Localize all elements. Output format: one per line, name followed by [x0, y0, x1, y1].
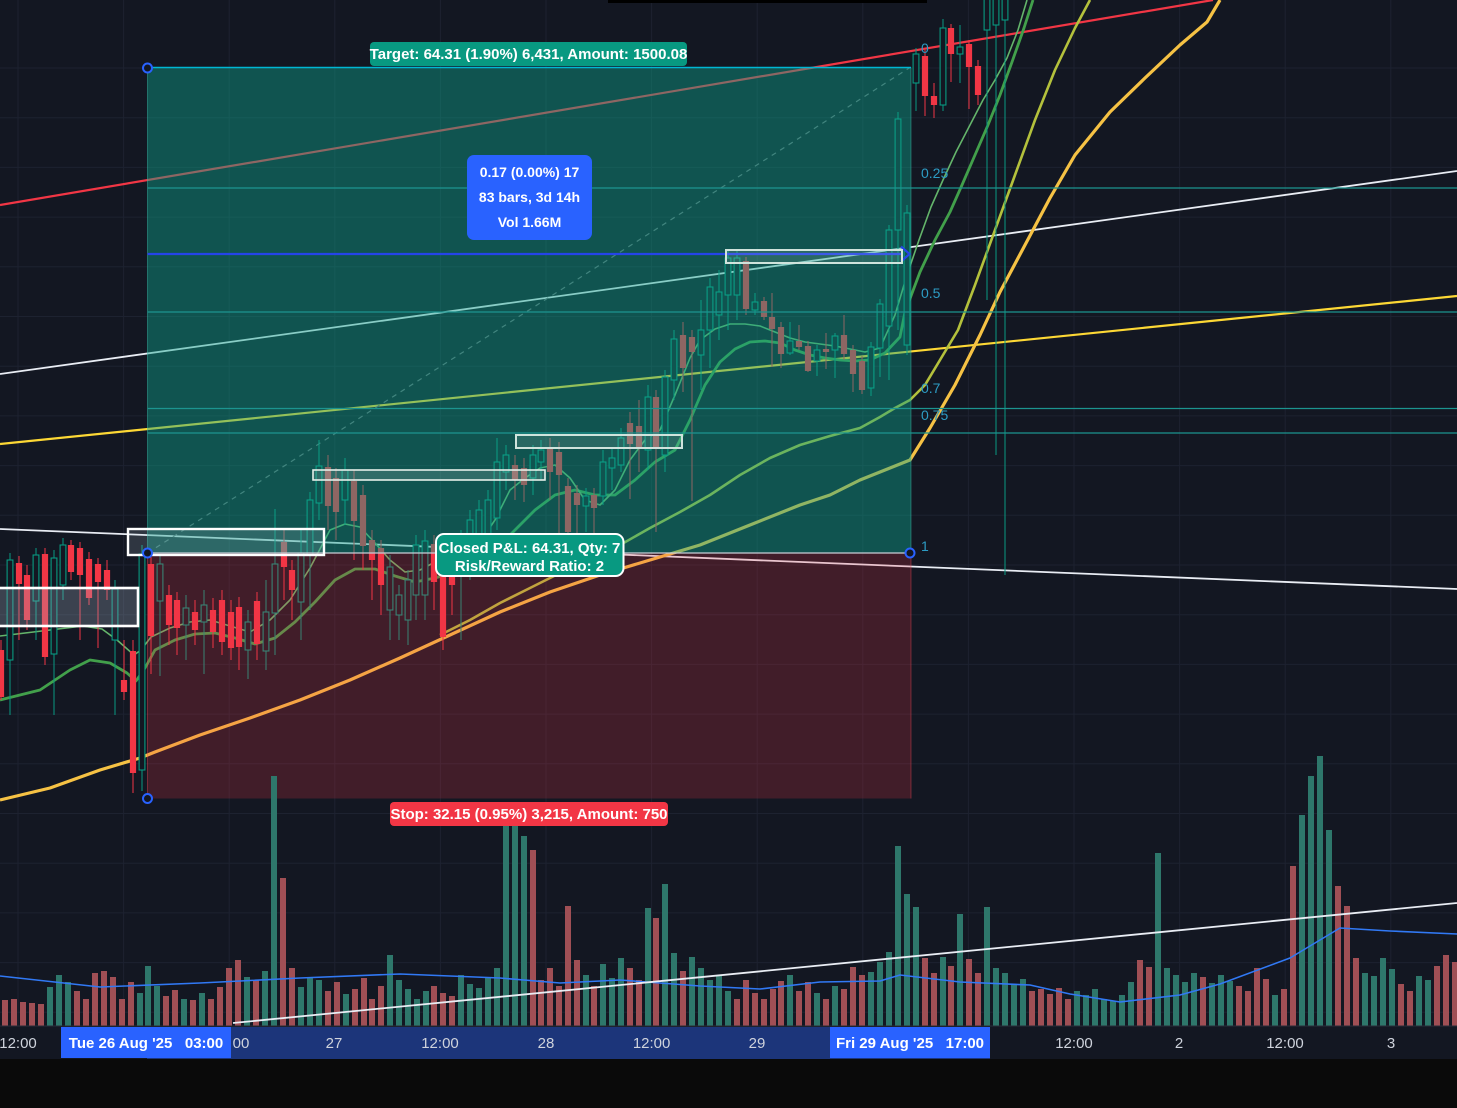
- svg-text:83 bars, 3d 14h: 83 bars, 3d 14h: [479, 189, 580, 205]
- svg-text:28: 28: [538, 1035, 555, 1052]
- svg-text:0.75: 0.75: [921, 407, 948, 423]
- svg-text:Tue 26 Aug '25 03:00: Tue 26 Aug '25 03:00: [69, 1035, 223, 1052]
- svg-text:29: 29: [749, 1035, 766, 1052]
- svg-text:1: 1: [921, 538, 929, 554]
- svg-text:2: 2: [1175, 1035, 1183, 1052]
- svg-text:Stop: 32.15 (0.95%) 3,215, Amo: Stop: 32.15 (0.95%) 3,215, Amount: 750: [390, 806, 667, 823]
- svg-text:Target: 64.31 (1.90%) 6,431, A: Target: 64.31 (1.90%) 6,431, Amount: 150…: [370, 46, 688, 63]
- svg-text:27: 27: [326, 1035, 343, 1052]
- svg-text:0.7: 0.7: [921, 380, 941, 396]
- svg-text:3: 3: [1387, 1035, 1395, 1052]
- svg-text:0: 0: [921, 40, 929, 56]
- svg-text:12:00: 12:00: [1055, 1035, 1093, 1052]
- svg-text:0.25: 0.25: [921, 165, 948, 181]
- svg-text:Risk/Reward Ratio: 2: Risk/Reward Ratio: 2: [455, 558, 604, 575]
- svg-text:12:00: 12:00: [1266, 1035, 1304, 1052]
- svg-text:12:00: 12:00: [0, 1035, 37, 1052]
- svg-text:Closed P&L: 64.31, Qty: 7: Closed P&L: 64.31, Qty: 7: [439, 540, 621, 557]
- svg-text:Fri 29 Aug '25 17:00: Fri 29 Aug '25 17:00: [836, 1035, 984, 1052]
- svg-text:0.17 (0.00%) 17: 0.17 (0.00%) 17: [480, 164, 580, 180]
- svg-text:00: 00: [233, 1035, 250, 1052]
- svg-text:Vol 1.66M: Vol 1.66M: [498, 214, 562, 230]
- svg-text:0.5: 0.5: [921, 285, 941, 301]
- svg-text:12:00: 12:00: [421, 1035, 459, 1052]
- svg-text:12:00: 12:00: [633, 1035, 671, 1052]
